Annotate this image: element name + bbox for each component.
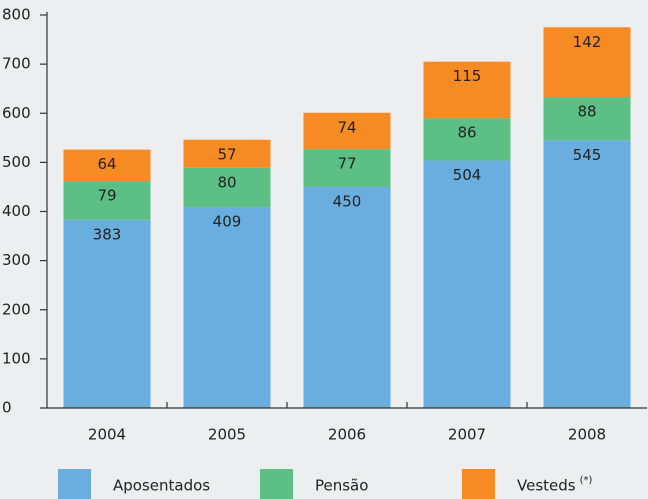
legend-footnote: (*)	[580, 475, 593, 486]
y-tick-label: 400	[2, 202, 31, 220]
data-label: 74	[337, 118, 356, 136]
bar-segment	[183, 207, 271, 408]
bar-segment	[183, 167, 271, 208]
legend-label: Pensão	[315, 477, 368, 495]
y-tick-label: 500	[2, 153, 31, 171]
data-label: 504	[453, 166, 482, 184]
bar-segment	[303, 186, 391, 408]
data-label: 142	[573, 33, 602, 51]
bar-segment	[63, 219, 151, 408]
data-label: 545	[573, 146, 602, 164]
bar-segment	[63, 149, 151, 182]
data-label: 409	[213, 213, 242, 231]
y-tick-label: 600	[2, 104, 31, 122]
data-label: 86	[457, 124, 476, 142]
bar-segment	[303, 149, 391, 187]
y-tick-label: 0	[2, 399, 12, 417]
y-tick-label: 800	[2, 6, 31, 24]
data-label: 383	[93, 225, 122, 243]
legend-swatch	[58, 469, 91, 499]
data-label: 88	[577, 103, 596, 121]
data-label: 80	[217, 173, 236, 191]
bar-segment	[543, 97, 631, 141]
legend-label: Aposentados	[113, 477, 210, 495]
y-tick-label: 300	[2, 251, 31, 269]
y-tick-label: 700	[2, 55, 31, 73]
x-tick-label: 2006	[328, 426, 366, 444]
data-label: 77	[337, 155, 356, 173]
bar-segment	[543, 140, 631, 409]
data-label: 79	[97, 187, 116, 205]
data-label: 115	[453, 67, 482, 85]
bar-segment	[303, 112, 391, 150]
bar-segment	[423, 118, 511, 161]
x-tick-label: 2005	[208, 426, 246, 444]
bar-segment	[543, 27, 631, 98]
x-tick-label: 2008	[568, 426, 606, 444]
x-tick-label: 2004	[88, 426, 126, 444]
y-tick-label: 100	[2, 349, 31, 367]
data-label: 57	[217, 145, 236, 163]
bar-segment	[183, 139, 271, 168]
legend-swatch	[462, 469, 495, 499]
bar-segment	[63, 181, 151, 220]
data-label: 64	[97, 155, 116, 173]
data-label: 450	[333, 192, 362, 210]
bar-segment	[423, 61, 511, 119]
y-tick-label: 200	[2, 300, 31, 318]
x-tick-label: 2007	[448, 426, 486, 444]
legend-swatch	[260, 469, 293, 499]
bar-segment	[423, 160, 511, 408]
legend-label: Vesteds	[517, 477, 576, 495]
